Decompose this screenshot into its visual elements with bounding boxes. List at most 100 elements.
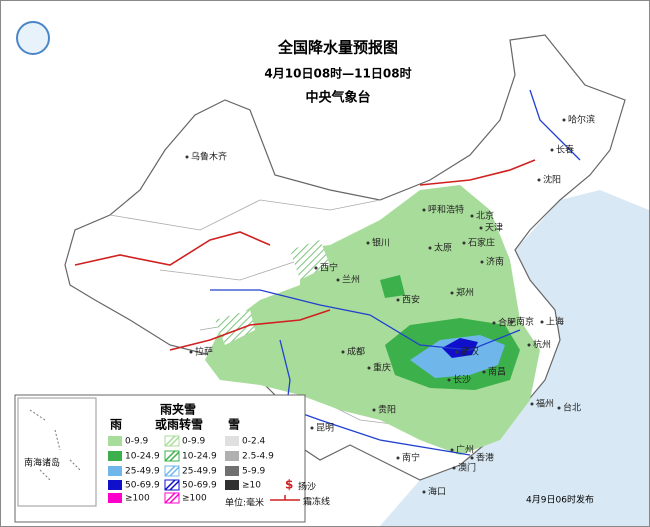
city-dot [336, 278, 340, 282]
frost-symbol [270, 495, 300, 501]
title: 全国降水量预报图 [277, 39, 398, 57]
legend: 0-9.9 10-24.9 25-49.9 50-69.9 ≥100 0-9.9 10-24… [108, 435, 274, 504]
city-label: 济南 [486, 256, 504, 268]
city-label: 北京 [476, 210, 494, 222]
mixed-level: 50-69.9 [182, 481, 217, 491]
city-dot [455, 350, 459, 354]
frost-lines [74, 159, 536, 351]
city-label: 南昌 [488, 366, 506, 378]
city-label: 合肥 [498, 317, 516, 329]
mixed-hatch [164, 479, 180, 491]
city-label: 石家庄 [468, 237, 495, 249]
period: 4月10日08时—11日08时 [264, 66, 411, 81]
rain-swatch [108, 451, 122, 461]
city-label: 贵阳 [378, 404, 396, 416]
mixed-hatch [164, 450, 180, 462]
city-label: 沈阳 [543, 174, 561, 186]
city-dot [492, 321, 496, 325]
city-label: 西宁 [320, 262, 338, 274]
inset-label: 南海诸岛 [24, 457, 60, 469]
city-dot [185, 155, 189, 159]
city-label: 南宁 [402, 452, 420, 464]
city-label: 兰州 [342, 274, 360, 286]
rain-swatch [108, 493, 122, 503]
mixed-title: 雨夹雪 [160, 402, 196, 417]
city-label: 台北 [563, 402, 581, 414]
snow-swatch [225, 436, 239, 446]
mixed-level: 0-9.9 [182, 437, 206, 447]
mixed-light [215, 240, 330, 345]
city-dot [479, 226, 483, 230]
city-dot [366, 241, 370, 245]
city-label: 郑州 [456, 287, 474, 299]
rain-level: 50-69.9 [125, 481, 160, 491]
city-dot [470, 214, 474, 218]
city-dot [367, 366, 371, 370]
mixed-hatch [164, 492, 180, 504]
city-label: 成都 [347, 346, 365, 358]
mixed-swatch [164, 465, 180, 477]
city-dot [422, 490, 426, 494]
snow-swatch [225, 480, 239, 490]
city-dot [482, 370, 486, 374]
city-dot [537, 178, 541, 182]
city-dot [422, 208, 426, 212]
city-label: 太原 [434, 242, 452, 254]
city-label: 海口 [428, 486, 446, 498]
mixed-title: 或雨转雪 [155, 417, 203, 432]
snow-level: 2.5-4.9 [242, 452, 274, 462]
mixed-hatch [164, 465, 180, 477]
city-label: 杭州 [533, 339, 551, 351]
rain-rainstorm [442, 338, 478, 358]
mixed-level: 10-24.9 [182, 452, 217, 462]
issuer: 中央气象台 [305, 90, 370, 106]
inset-islands [29, 409, 81, 481]
mixed-swatch [164, 435, 180, 447]
mixed-level: ≥100 [182, 494, 207, 504]
sea [380, 190, 649, 526]
snow-swatch [225, 466, 239, 476]
city-dot [452, 466, 456, 470]
rain-level: 10-24.9 [125, 452, 160, 462]
rivers [210, 89, 581, 456]
city-dot [450, 291, 454, 295]
unit: 单位:毫米 [225, 497, 264, 509]
mixed-swatch [164, 450, 180, 462]
frost-label: 霜冻线 [303, 496, 330, 508]
snow-level: 0-2.4 [242, 437, 266, 447]
release: 4月9日06时发布 [526, 494, 594, 506]
city-label: 澳门 [458, 462, 476, 474]
city-dot [372, 408, 376, 412]
sand-symbol: $ [285, 478, 293, 492]
city-dot [396, 456, 400, 460]
city-dot [341, 350, 345, 354]
city-dot [428, 246, 432, 250]
rain-level: 25-49.9 [125, 467, 160, 477]
city-dot [462, 241, 466, 245]
city-label: 乌鲁木齐 [191, 151, 227, 163]
city-dot [550, 148, 554, 152]
city-label: 上海 [546, 316, 564, 328]
city-dot [314, 266, 318, 270]
city-dot [510, 320, 514, 324]
city-dot [527, 343, 531, 347]
rain-swatch [108, 466, 122, 476]
city-label: 拉萨 [195, 346, 213, 358]
city-label: 长沙 [453, 374, 471, 386]
city-label: 南京 [516, 316, 534, 328]
mixed-level: 25-49.9 [182, 467, 217, 477]
city-dot [562, 118, 566, 122]
mixed-hatch [164, 435, 180, 447]
snow-level: ≥10 [242, 481, 261, 491]
city-label: 呼和浩特 [428, 204, 464, 216]
city-label: 哈尔滨 [568, 114, 595, 126]
city-dot [480, 260, 484, 264]
city-dot [470, 456, 474, 460]
city-dot [310, 426, 314, 430]
rain-swatch [108, 436, 122, 446]
rain-level: ≥100 [125, 494, 150, 504]
city-dot [530, 402, 534, 406]
snow-swatch [225, 451, 239, 461]
city-label: 昆明 [316, 423, 334, 434]
